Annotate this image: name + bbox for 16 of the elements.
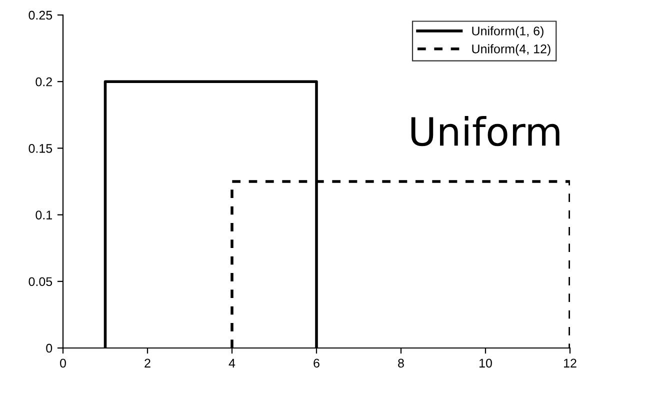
y-tick-label: 0.2 (36, 77, 52, 86)
x-tick-label: 6 (314, 358, 320, 368)
x-tick-label: 4 (228, 358, 236, 368)
legend-label: Uniform(1, 6) (472, 26, 544, 38)
y-tick-label: 0.05 (28, 277, 52, 286)
x-tick-label: 10 (480, 358, 492, 368)
y-tick-label: 0 (46, 344, 52, 353)
x-tick-label: 0 (60, 358, 66, 368)
legend-label: Uniform(4, 12) (472, 44, 550, 56)
y-tick-label: 0.15 (28, 144, 52, 153)
x-tick-label: 8 (398, 358, 404, 368)
y-tick-label: 0.1 (36, 210, 52, 220)
annotation: Uniform (411, 116, 560, 146)
x-tick-label: 2 (144, 358, 150, 368)
y-tick-label: 0.25 (28, 10, 52, 20)
x-tick-label: 12 (564, 358, 576, 368)
